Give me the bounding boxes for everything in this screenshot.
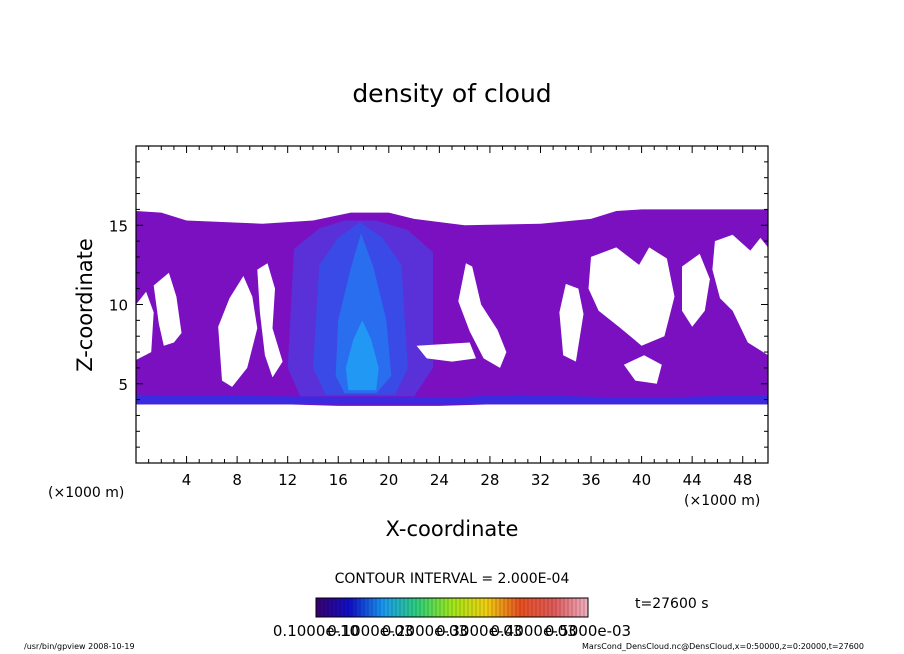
- colorbar-tick-label: 0.3000e-03: [436, 622, 522, 640]
- y-axis-label: Z-coordinate: [73, 238, 97, 372]
- x-tick-label: 24: [430, 471, 449, 489]
- x-tick-label: 36: [581, 471, 600, 489]
- clear-left-3: [218, 276, 258, 387]
- x-unit-right: (×1000 m): [684, 493, 760, 509]
- x-tick-label: 20: [379, 471, 398, 489]
- clear-left-1: [136, 291, 154, 360]
- colorbar-tick-label: 0.5000e-03: [545, 622, 631, 640]
- clear-mid-right: [458, 263, 507, 368]
- colorbar: [315, 597, 589, 618]
- clear-right-5: [623, 355, 662, 384]
- x-tick-label: 48: [733, 471, 752, 489]
- clear-right-3: [682, 253, 710, 327]
- clear-right-1: [559, 283, 584, 362]
- x-tick-label: 32: [531, 471, 550, 489]
- time-label: t=27600 s: [635, 596, 709, 612]
- cloud-base-band: [136, 394, 768, 405]
- y-tick-label: 5: [118, 376, 128, 394]
- x-tick-label: 40: [632, 471, 651, 489]
- colorbar-tick-labels: 0.1000e-100.1000e-030.2000e-030.3000e-03…: [273, 622, 631, 640]
- x-tick-label: 16: [329, 471, 348, 489]
- footer-left: /usr/bin/gpview 2008-10-19: [24, 642, 135, 651]
- y-tick-label: 10: [109, 297, 128, 315]
- contour-interval-label: CONTOUR INTERVAL = 2.000E-04: [335, 571, 570, 587]
- clear-left-2: [153, 272, 182, 346]
- y-tick-label: 15: [109, 217, 128, 235]
- colorbar-tick-label: 0.2000e-03: [382, 622, 468, 640]
- core-band-3: [335, 233, 392, 394]
- clear-mid-gap: [416, 342, 476, 362]
- colorbar-tick-label: 0.4000e-03: [490, 622, 576, 640]
- chart-title: density of cloud: [352, 79, 551, 108]
- colorbar-frame: [315, 597, 589, 618]
- clear-left-4: [257, 263, 283, 378]
- clear-right-4: [712, 234, 768, 356]
- colorbar-tick-label: 0.1000e-03: [327, 622, 413, 640]
- footer-right: MarsCond_DensCloud.nc@DensCloud,x=0:5000…: [582, 642, 864, 651]
- x-axis-ticks: 4 8 12 16 20 24 28 32 36 40 44 48: [148, 146, 756, 489]
- colorbar-tick-label: 0.1000e-10: [273, 622, 359, 640]
- x-axis-label: X-coordinate: [386, 517, 519, 541]
- x-tick-label: 4: [182, 471, 192, 489]
- x-unit-left: (×1000 m): [48, 485, 124, 501]
- x-tick-label: 28: [480, 471, 499, 489]
- clear-right-2: [588, 247, 675, 346]
- x-tick-label: 44: [683, 471, 702, 489]
- y-axis-ticks: 5 10 15: [109, 161, 768, 448]
- plot-area: [136, 146, 768, 463]
- x-tick-label: 12: [278, 471, 297, 489]
- x-tick-label: 8: [232, 471, 242, 489]
- core-band-4: [345, 320, 379, 391]
